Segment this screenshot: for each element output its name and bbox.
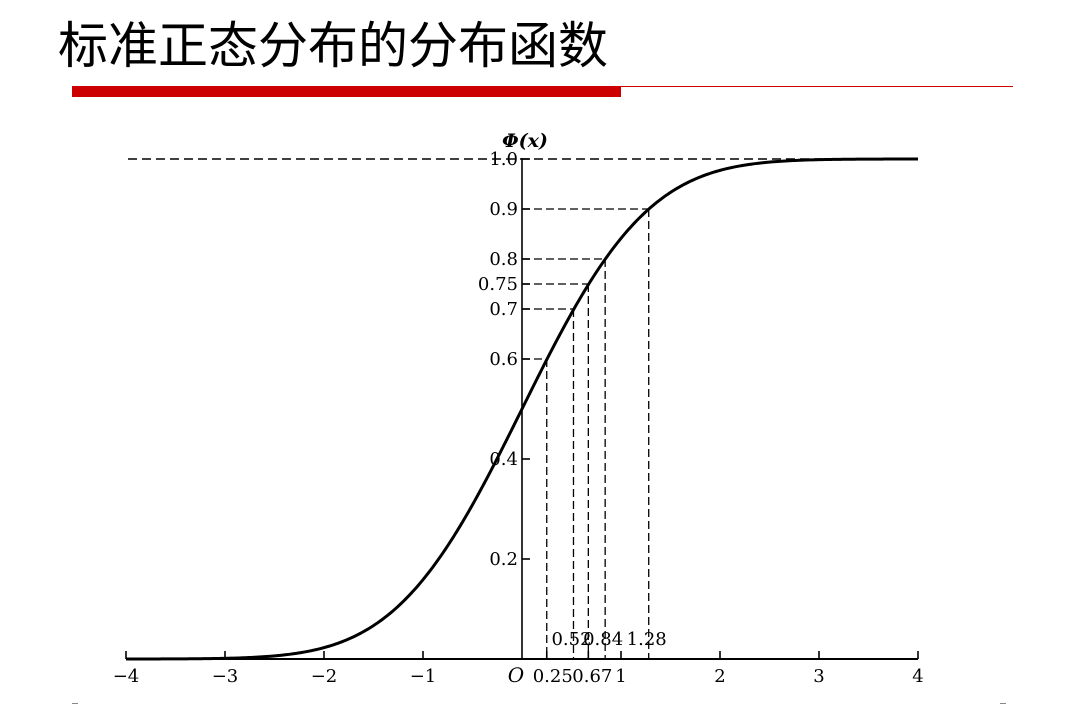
y-tick-label-4: 0.75	[478, 274, 518, 295]
x-tick-label-5: 0.67	[572, 666, 612, 687]
x-tick-label-0: −4	[113, 666, 140, 687]
title-accent-line	[621, 86, 1013, 87]
guide-label-4: 1.28	[627, 629, 667, 650]
y-axis-label: Φ(x)	[502, 130, 548, 152]
y-tick-label-2: 0.6	[489, 349, 518, 370]
y-tick-label-1: 0.4	[489, 449, 518, 470]
y-tick-label-6: 0.9	[489, 199, 518, 220]
guide-label-3: 0.84	[583, 629, 623, 650]
y-tick-label-7: 1.0	[489, 149, 518, 170]
x-tick-label-3: −1	[410, 666, 437, 687]
y-tick-label-0: 0.2	[489, 549, 518, 570]
y-tick-label-5: 0.8	[489, 249, 518, 270]
title-accent-bar	[72, 86, 621, 97]
origin-label: O	[508, 663, 524, 687]
slide-title: 标准正态分布的分布函数	[58, 17, 608, 75]
x-tick-label-2: −2	[311, 666, 338, 687]
x-tick-label-4: 0.25	[533, 666, 573, 687]
x-tick-label-8: 3	[813, 666, 824, 687]
footer-mark-right	[1000, 703, 1006, 704]
x-tick-label-7: 2	[714, 666, 725, 687]
x-tick-label-9: 4	[912, 666, 923, 687]
cdf-curve	[126, 157, 918, 661]
y-tick-label-3: 0.7	[489, 299, 518, 320]
x-tick-label-1: −3	[212, 666, 239, 687]
footer-mark-left	[72, 703, 78, 704]
x-tick-label-6: 1	[615, 666, 626, 687]
guide-label-1: 0.52	[551, 629, 591, 650]
